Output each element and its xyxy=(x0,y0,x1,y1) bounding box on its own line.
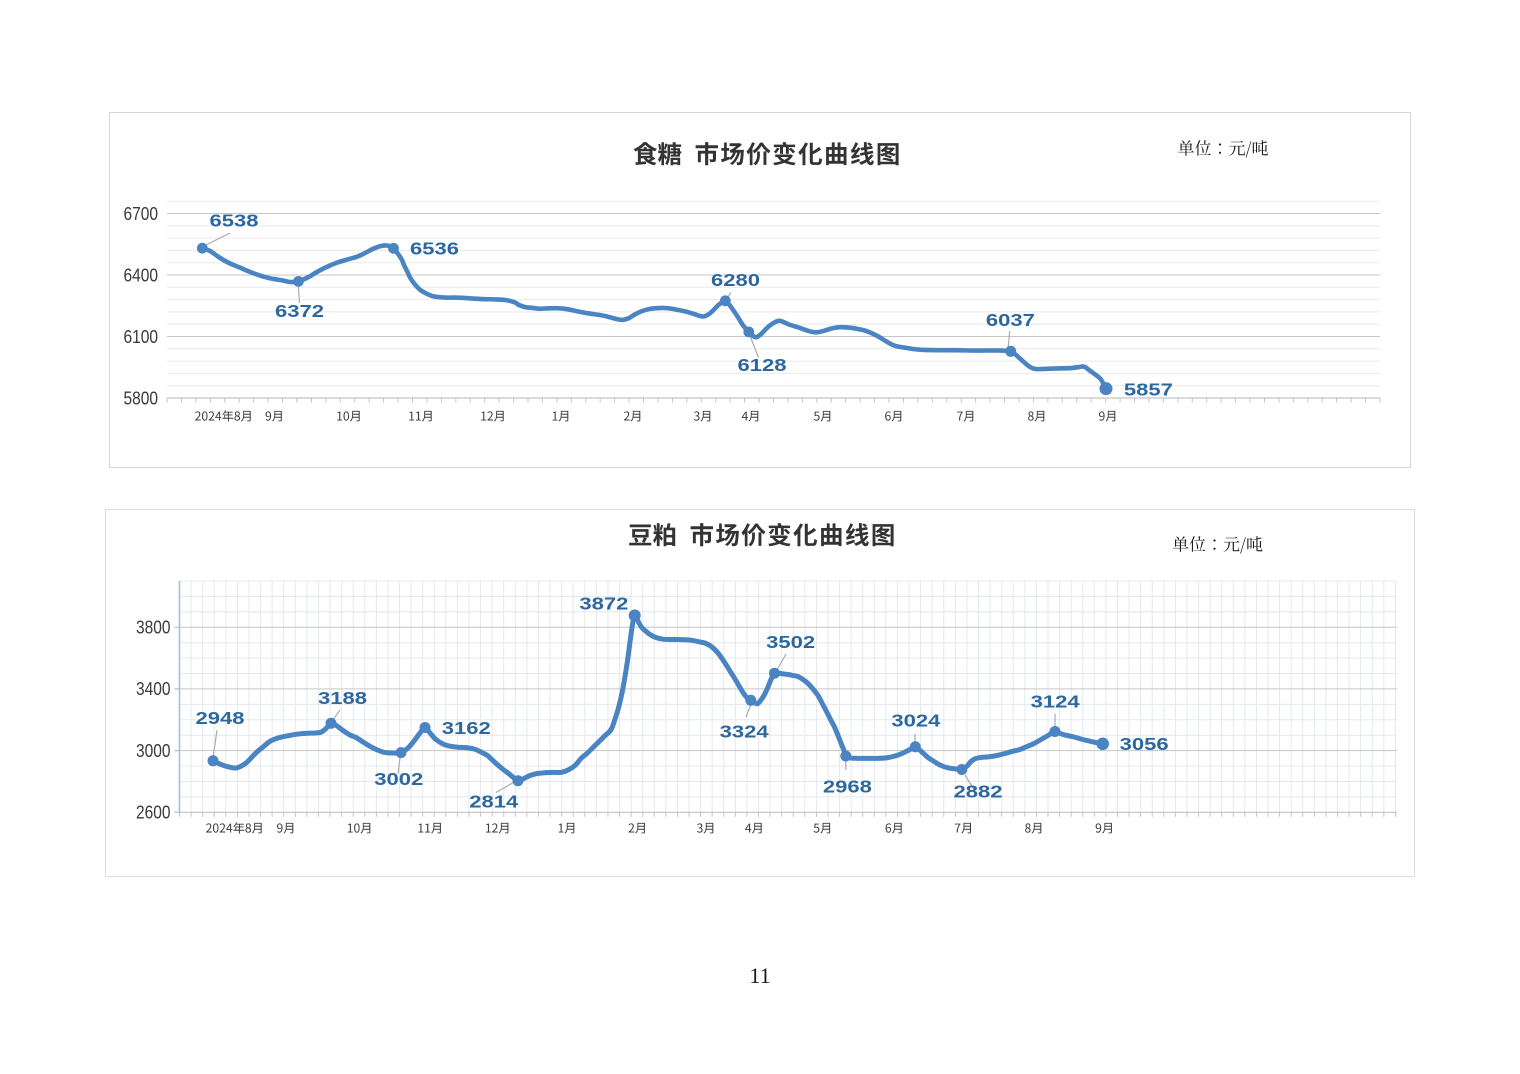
svg-text:2600: 2600 xyxy=(136,802,171,823)
svg-text:3024: 3024 xyxy=(891,711,940,731)
svg-text:3188: 3188 xyxy=(318,688,367,708)
svg-text:2814: 2814 xyxy=(469,792,518,812)
svg-text:2948: 2948 xyxy=(196,708,245,728)
svg-text:3000: 3000 xyxy=(136,740,171,761)
svg-text:2968: 2968 xyxy=(823,777,872,797)
svg-text:5800: 5800 xyxy=(124,387,159,408)
svg-text:2882: 2882 xyxy=(954,782,1003,802)
svg-text:6400: 6400 xyxy=(124,264,159,285)
svg-text:3800: 3800 xyxy=(136,617,171,638)
svg-text:3324: 3324 xyxy=(720,722,769,742)
svg-text:3872: 3872 xyxy=(579,594,628,614)
svg-text:6280: 6280 xyxy=(711,270,760,290)
svg-text:6128: 6128 xyxy=(738,355,787,375)
svg-text:3002: 3002 xyxy=(374,769,423,789)
svg-text:3056: 3056 xyxy=(1120,734,1169,754)
svg-text:6037: 6037 xyxy=(986,310,1035,330)
svg-text:6100: 6100 xyxy=(124,326,159,347)
svg-text:5857: 5857 xyxy=(1124,380,1173,400)
svg-text:6536: 6536 xyxy=(410,239,459,259)
svg-text:6372: 6372 xyxy=(275,301,324,321)
svg-text:3124: 3124 xyxy=(1031,692,1080,712)
svg-text:3400: 3400 xyxy=(136,678,171,699)
svg-text:6700: 6700 xyxy=(124,203,159,224)
svg-text:3502: 3502 xyxy=(766,632,815,652)
svg-text:6538: 6538 xyxy=(210,211,259,231)
svg-text:3162: 3162 xyxy=(442,718,491,738)
svg-text:11: 11 xyxy=(749,963,770,988)
